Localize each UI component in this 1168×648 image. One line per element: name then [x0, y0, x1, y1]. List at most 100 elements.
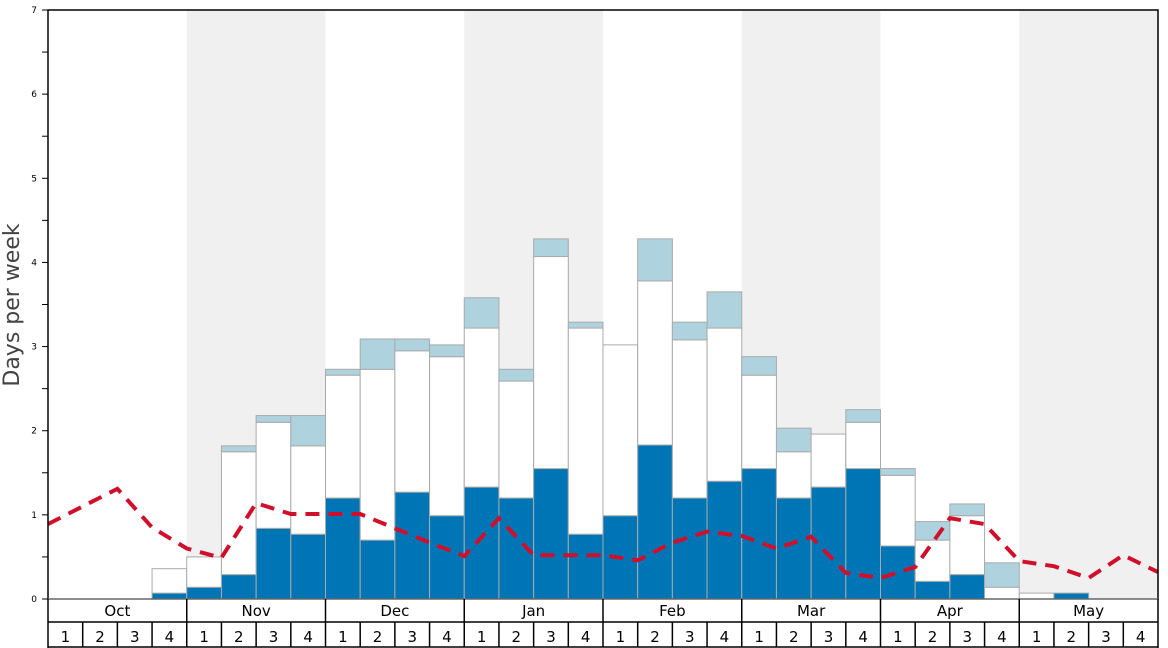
bar-dark-6	[255, 527, 292, 600]
bar-white-14	[533, 256, 569, 470]
x-axis: Oct 1 2 3 4 Nov 1 2 3 4 Dec 1 2 3 4 Jan 1 2 3 4 Feb 1 2 3 4 Mar 1 2…	[47, 598, 1159, 648]
bar-white-24	[880, 474, 916, 547]
bar-light-27	[984, 562, 1020, 588]
week-label-jan-2: 2	[512, 628, 522, 646]
week-label-oct-2: 2	[95, 628, 105, 646]
bar-white-10	[394, 350, 431, 493]
bar-dark-5	[220, 574, 257, 600]
bar-white-23	[845, 421, 881, 470]
bar-light-8	[325, 368, 361, 376]
bar-white-4	[186, 556, 222, 588]
bar-light-24	[880, 468, 916, 476]
bar-dark-20	[741, 468, 777, 600]
week-label-nov-3: 3	[269, 628, 279, 646]
week-label-feb-2: 2	[650, 628, 660, 646]
y-tick-label-5: 5	[31, 174, 37, 184]
month-label-oct: Oct	[104, 602, 130, 620]
bar-light-12	[463, 297, 500, 329]
week-label-oct-3: 3	[130, 628, 140, 646]
week-label-apr-3: 3	[962, 628, 972, 646]
month-label-feb: Feb	[659, 602, 686, 620]
bar-light-26	[949, 503, 986, 517]
bar-dark-4	[186, 586, 222, 600]
bar-white-16	[602, 344, 639, 517]
week-label-oct-4: 4	[165, 628, 175, 646]
week-label-may-1: 1	[1032, 628, 1042, 646]
week-label-mar-3: 3	[824, 628, 834, 646]
bar-white-17	[637, 280, 673, 446]
y-tick-label-3: 3	[31, 343, 37, 353]
bar-dark-3	[151, 592, 188, 600]
bar-light-11	[429, 344, 465, 358]
bar-dark-7	[290, 533, 326, 600]
bar-white-3	[151, 568, 188, 594]
y-tick-label-7: 7	[31, 6, 37, 16]
bar-dark-25	[914, 580, 951, 600]
bar-light-15	[567, 321, 604, 329]
bar-dark-23	[845, 468, 881, 600]
bar-light-10	[394, 338, 431, 352]
bar-white-22	[810, 433, 847, 488]
bar-light-14	[533, 238, 569, 258]
week-label-apr-2: 2	[928, 628, 938, 646]
bar-light-5	[220, 445, 257, 453]
month-label-apr: Apr	[937, 602, 964, 620]
bar-white-7	[290, 445, 326, 535]
month-label-mar: Mar	[797, 602, 826, 620]
bar-white-13	[498, 380, 535, 499]
week-label-jan-3: 3	[546, 628, 556, 646]
week-label-nov-1: 1	[199, 628, 209, 646]
bar-white-27	[984, 586, 1020, 600]
bar-light-9	[359, 338, 396, 370]
week-label-feb-1: 1	[616, 628, 626, 646]
bar-white-15	[567, 327, 604, 535]
y-tick-label-1: 1	[31, 511, 37, 521]
week-label-mar-4: 4	[858, 628, 868, 646]
bar-white-20	[741, 374, 777, 470]
bar-white-9	[359, 368, 396, 541]
bar-dark-24	[880, 545, 916, 600]
week-label-oct-1: 1	[61, 628, 71, 646]
bar-white-8	[325, 374, 361, 499]
bar-white-12	[463, 327, 500, 488]
week-label-feb-4: 4	[720, 628, 730, 646]
bar-white-19	[706, 327, 743, 482]
week-label-may-3: 3	[1101, 628, 1111, 646]
bar-dark-17	[637, 444, 673, 600]
bar-light-20	[741, 356, 777, 376]
bar-light-23	[845, 409, 881, 423]
bar-white-25	[914, 539, 951, 582]
week-label-apr-4: 4	[997, 628, 1007, 646]
bar-white-18	[671, 339, 708, 499]
bar-light-21	[775, 427, 812, 453]
week-label-nov-4: 4	[303, 628, 313, 646]
average-line-path	[47, 486, 1159, 581]
bar-white-11	[429, 356, 465, 517]
week-label-mar-2: 2	[789, 628, 799, 646]
week-label-jan-1: 1	[477, 628, 487, 646]
bar-dark-12	[463, 486, 500, 600]
week-label-feb-3: 3	[685, 628, 695, 646]
bar-dark-21	[775, 497, 812, 600]
bar-dark-18	[671, 497, 708, 600]
bar-light-19	[706, 291, 743, 329]
week-label-may-4: 4	[1136, 628, 1146, 646]
bar-white-21	[775, 451, 812, 499]
bar-dark-14	[533, 468, 569, 600]
bar-dark-9	[359, 539, 396, 600]
bar-light-18	[671, 321, 708, 341]
bar-dark-11	[429, 515, 465, 600]
y-tick-label-0: 0	[31, 595, 37, 605]
bar-dark-15	[567, 533, 604, 600]
bar-dark-10	[394, 491, 431, 600]
average-line	[47, 486, 1159, 581]
week-label-nov-2: 2	[234, 628, 244, 646]
week-label-may-2: 2	[1067, 628, 1077, 646]
bar-white-28	[1018, 592, 1055, 600]
week-label-dec-2: 2	[373, 628, 383, 646]
month-label-dec: Dec	[380, 602, 409, 620]
week-label-dec-3: 3	[407, 628, 417, 646]
bar-white-26	[949, 515, 986, 576]
bar-light-25	[914, 521, 951, 541]
week-label-jan-4: 4	[581, 628, 591, 646]
